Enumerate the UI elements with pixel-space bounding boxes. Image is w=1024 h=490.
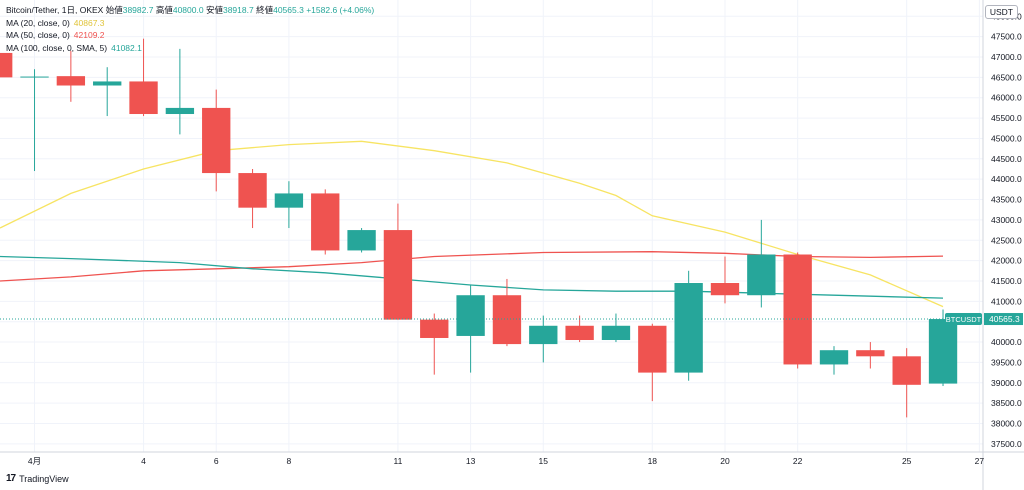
- currency-button[interactable]: USDT: [984, 5, 1018, 19]
- candle-body: [565, 325, 594, 341]
- candle-body: [420, 319, 449, 338]
- y-tick-label: 44000.0: [991, 174, 1022, 184]
- candle-body: [0, 52, 13, 78]
- candle-body: [238, 173, 267, 208]
- candle-body: [165, 107, 195, 115]
- y-tick-label: 37500.0: [991, 439, 1022, 449]
- candle-body: [892, 356, 921, 385]
- brand-name: TradingView: [19, 473, 69, 484]
- last-price-tag-bg: [984, 313, 1023, 326]
- candle-body: [129, 81, 158, 115]
- ma-line: [0, 140, 944, 308]
- last-price-tag: 40565.3: [989, 314, 1020, 324]
- x-tick-label: 11: [394, 456, 403, 466]
- y-tick-label: 47500.0: [991, 32, 1022, 42]
- y-tick-label: 39000.0: [991, 378, 1022, 388]
- candle-body: [710, 283, 740, 296]
- change-value: +1582.6 (+4.06%): [306, 5, 375, 15]
- y-tick-label: 45500.0: [991, 113, 1022, 123]
- candle-body: [492, 295, 522, 345]
- indicator-value: 40867.3: [73, 17, 105, 28]
- symbol-title[interactable]: Bitcoin/Tether, 1日, OKEX: [6, 5, 104, 15]
- brand-footer[interactable]: 17 TradingView: [6, 473, 69, 484]
- open-value: 38982.7: [122, 5, 154, 15]
- candle-body: [856, 350, 885, 357]
- indicator-label: MA (100, close, 0, SMA, 5): [6, 42, 108, 53]
- x-tick-label: 4月: [28, 456, 41, 466]
- candle-body: [311, 193, 340, 251]
- candle-body: [456, 295, 485, 336]
- x-tick-label: 13: [466, 456, 476, 466]
- candle-body: [928, 319, 958, 384]
- symbol-tag: BTCUSDT: [946, 315, 982, 324]
- candle-body: [819, 350, 849, 365]
- tradingview-logo-icon: 17: [6, 473, 16, 484]
- x-tick-label: 22: [793, 456, 803, 466]
- y-tick-label: 47000.0: [991, 52, 1022, 62]
- y-tick-label: 42000.0: [991, 256, 1022, 266]
- close-label: 終値: [256, 5, 274, 15]
- candle-body: [347, 230, 376, 251]
- indicator-ma50[interactable]: MA (50, close, 0) 42109.2: [6, 29, 374, 42]
- candle-body: [274, 193, 304, 208]
- y-tick-label: 38500.0: [991, 398, 1022, 408]
- y-tick-label: 39500.0: [991, 357, 1022, 367]
- y-tick-label: 40000.0: [991, 337, 1022, 347]
- high-value: 40800.0: [172, 5, 204, 15]
- indicator-value: 42109.2: [73, 30, 105, 40]
- low-label: 安値: [205, 5, 223, 15]
- candle-body: [747, 254, 776, 296]
- y-tick-label: 41000.0: [991, 296, 1022, 306]
- candle-body: [529, 325, 558, 345]
- symbol-info-row: Bitcoin/Tether, 1日, OKEX 始値38982.7 高値408…: [6, 4, 374, 17]
- y-tick-label: 43500.0: [991, 195, 1022, 205]
- candle-body: [20, 76, 49, 78]
- candle-body: [601, 325, 631, 341]
- high-label: 高値: [155, 5, 173, 15]
- candle-body: [638, 325, 667, 373]
- candle-body: [202, 107, 231, 174]
- low-value: 38918.7: [222, 5, 254, 15]
- indicator-label: MA (50, close, 0): [6, 30, 70, 40]
- y-tick-label: 46000.0: [991, 93, 1022, 103]
- x-tick-label: 27: [975, 456, 985, 466]
- x-tick-label: 8: [287, 456, 292, 466]
- open-label: 始値: [105, 5, 123, 15]
- y-tick-label: 46500.0: [991, 72, 1022, 82]
- y-tick-label: 44500.0: [991, 154, 1022, 164]
- indicator-ma20[interactable]: MA (20, close, 0) 40867.3: [6, 17, 374, 30]
- y-tick-label: 42500.0: [991, 235, 1022, 245]
- y-tick-label: 43000.0: [991, 215, 1022, 225]
- x-tick-label: 25: [902, 456, 912, 466]
- candle-body: [93, 81, 122, 86]
- indicator-label: MA (20, close, 0): [6, 17, 70, 28]
- indicator-ma100[interactable]: MA (100, close, 0, SMA, 5) 41082.1: [6, 42, 374, 55]
- x-tick-label: 4: [141, 456, 146, 466]
- x-tick-label: 20: [720, 456, 730, 466]
- y-tick-label: 38000.0: [991, 418, 1022, 428]
- candle-body: [783, 254, 812, 365]
- y-tick-label: 41500.0: [991, 276, 1022, 286]
- candle-body: [674, 283, 703, 373]
- x-tick-label: 18: [648, 456, 658, 466]
- close-value: 40565.3: [273, 5, 304, 15]
- candle-body: [56, 76, 86, 86]
- chart-legend: Bitcoin/Tether, 1日, OKEX 始値38982.7 高値408…: [6, 4, 374, 54]
- y-tick-label: 45000.0: [991, 133, 1022, 143]
- indicator-value: 41082.1: [111, 42, 142, 53]
- symbol-tag-bg: [945, 313, 982, 326]
- x-tick-label: 6: [214, 456, 219, 466]
- candle-body: [383, 230, 413, 320]
- x-tick-label: 15: [539, 456, 549, 466]
